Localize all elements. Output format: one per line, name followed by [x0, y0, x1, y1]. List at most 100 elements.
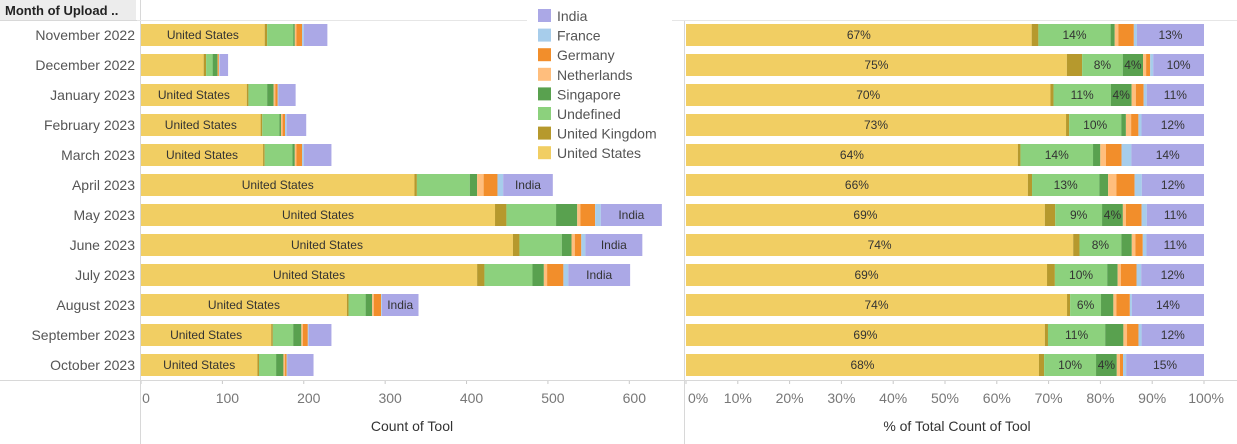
bar-segment-united-kingdom-january-2023[interactable]	[1050, 84, 1054, 106]
bar-segment-undefined-january-2023[interactable]	[248, 84, 268, 106]
bar-segment-united-kingdom-october-2023[interactable]	[257, 354, 260, 376]
bar-segment-united-kingdom-september-2023[interactable]	[271, 324, 273, 346]
bar-segment-india-march-2023[interactable]	[1131, 144, 1204, 166]
bar-segment-france-september-2023[interactable]	[1138, 324, 1142, 346]
legend-item-france[interactable]: France	[538, 28, 601, 44]
bar-segment-germany-november-2022[interactable]	[296, 24, 303, 46]
bar-segment-france-august-2023[interactable]	[1129, 294, 1132, 316]
bar-segment-united-kingdom-may-2023[interactable]	[1044, 204, 1056, 226]
bar-segment-netherlands-september-2023[interactable]	[301, 324, 303, 346]
bar-segment-germany-august-2023[interactable]	[1116, 294, 1130, 316]
bar-segment-india-october-2023[interactable]	[1126, 354, 1204, 376]
bar-segment-singapore-december-2022[interactable]	[212, 54, 218, 76]
bar-segment-united-states-may-2023[interactable]	[686, 204, 1045, 226]
bar-segment-india-april-2023[interactable]	[503, 174, 553, 196]
bar-segment-undefined-september-2023[interactable]	[1047, 324, 1106, 346]
bar-segment-united-kingdom-june-2023[interactable]	[1073, 234, 1080, 256]
bar-segment-undefined-august-2023[interactable]	[1070, 294, 1102, 316]
bar-segment-netherlands-june-2023[interactable]	[571, 234, 575, 256]
bar-segment-netherlands-november-2022[interactable]	[294, 24, 297, 46]
bar-segment-india-september-2023[interactable]	[308, 324, 332, 346]
bar-segment-france-june-2023[interactable]	[581, 234, 586, 256]
bar-segment-france-june-2023[interactable]	[1142, 234, 1147, 256]
bar-segment-undefined-may-2023[interactable]	[1055, 204, 1103, 226]
bar-segment-united-kingdom-august-2023[interactable]	[1067, 294, 1071, 316]
bar-segment-united-kingdom-may-2023[interactable]	[495, 204, 507, 226]
bar-segment-netherlands-march-2023[interactable]	[294, 144, 297, 166]
bar-segment-united-kingdom-july-2023[interactable]	[1047, 264, 1055, 286]
bar-segment-singapore-december-2022[interactable]	[1122, 54, 1144, 76]
bar-segment-undefined-june-2023[interactable]	[1079, 234, 1122, 256]
bar-segment-united-states-july-2023[interactable]	[141, 264, 478, 286]
bar-segment-germany-april-2023[interactable]	[1116, 174, 1135, 196]
bar-segment-netherlands-april-2023[interactable]	[477, 174, 484, 196]
bar-segment-singapore-may-2023[interactable]	[1102, 204, 1123, 226]
bar-segment-india-february-2023[interactable]	[286, 114, 307, 136]
bar-segment-singapore-february-2023[interactable]	[279, 114, 281, 136]
bar-segment-singapore-july-2023[interactable]	[532, 264, 544, 286]
bar-segment-germany-june-2023[interactable]	[1135, 234, 1143, 256]
bar-segment-united-kingdom-august-2023[interactable]	[346, 294, 349, 316]
bar-segment-france-january-2023[interactable]	[277, 84, 279, 106]
bar-segment-united-states-april-2023[interactable]	[686, 174, 1028, 196]
bar-segment-singapore-june-2023[interactable]	[1121, 234, 1132, 256]
bar-segment-united-kingdom-april-2023[interactable]	[414, 174, 417, 196]
bar-segment-germany-february-2023[interactable]	[282, 114, 286, 136]
bar-segment-germany-july-2023[interactable]	[547, 264, 564, 286]
bar-segment-netherlands-january-2023[interactable]	[273, 84, 276, 106]
bar-segment-india-july-2023[interactable]	[568, 264, 631, 286]
bar-segment-singapore-june-2023[interactable]	[561, 234, 572, 256]
bar-segment-india-august-2023[interactable]	[1131, 294, 1204, 316]
bar-segment-india-august-2023[interactable]	[381, 294, 419, 316]
bar-segment-netherlands-october-2023[interactable]	[1116, 354, 1120, 376]
bar-segment-netherlands-june-2023[interactable]	[1131, 234, 1136, 256]
bar-segment-singapore-january-2023[interactable]	[1110, 84, 1132, 106]
bar-segment-germany-may-2023[interactable]	[580, 204, 596, 226]
bar-segment-netherlands-december-2022[interactable]	[1143, 54, 1147, 76]
bar-segment-netherlands-april-2023[interactable]	[1108, 174, 1117, 196]
bar-segment-undefined-november-2022[interactable]	[267, 24, 294, 46]
bar-segment-india-december-2022[interactable]	[1153, 54, 1204, 76]
legend-item-germany[interactable]: Germany	[538, 47, 615, 63]
bar-segment-united-kingdom-september-2023[interactable]	[1044, 324, 1048, 346]
bar-segment-united-states-september-2023[interactable]	[141, 324, 272, 346]
bar-segment-france-october-2023[interactable]	[1123, 354, 1127, 376]
bar-segment-france-march-2023[interactable]	[1121, 144, 1132, 166]
bar-segment-united-kingdom-march-2023[interactable]	[263, 144, 265, 166]
bar-segment-india-february-2023[interactable]	[1141, 114, 1204, 136]
bar-segment-india-october-2023[interactable]	[287, 354, 314, 376]
bar-segment-undefined-january-2023[interactable]	[1053, 84, 1111, 106]
bar-segment-germany-march-2023[interactable]	[1106, 144, 1122, 166]
bar-segment-netherlands-january-2023[interactable]	[1131, 84, 1136, 106]
bar-segment-united-states-february-2023[interactable]	[141, 114, 261, 136]
bar-segment-france-november-2022[interactable]	[1133, 24, 1137, 46]
bar-segment-france-may-2023[interactable]	[595, 204, 601, 226]
bar-segment-undefined-september-2023[interactable]	[272, 324, 294, 346]
bar-segment-germany-october-2023[interactable]	[285, 354, 287, 376]
bar-segment-germany-september-2023[interactable]	[1127, 324, 1139, 346]
bar-segment-singapore-january-2023[interactable]	[267, 84, 274, 106]
bar-segment-united-states-october-2023[interactable]	[141, 354, 258, 376]
legend-item-india[interactable]: India	[538, 8, 588, 24]
bar-segment-united-states-may-2023[interactable]	[141, 204, 496, 226]
bar-segment-united-states-february-2023[interactable]	[686, 114, 1067, 136]
bar-segment-germany-december-2022[interactable]	[218, 54, 220, 76]
bar-segment-germany-november-2022[interactable]	[1118, 24, 1134, 46]
bar-segment-singapore-november-2022[interactable]	[293, 24, 295, 46]
bar-segment-india-january-2023[interactable]	[1146, 84, 1204, 106]
bar-segment-undefined-february-2023[interactable]	[1069, 114, 1122, 136]
bar-segment-france-february-2023[interactable]	[1138, 114, 1142, 136]
bar-segment-united-kingdom-march-2023[interactable]	[1017, 144, 1021, 166]
bar-segment-undefined-april-2023[interactable]	[416, 174, 470, 196]
bar-segment-india-april-2023[interactable]	[1141, 174, 1204, 196]
bar-segment-united-states-june-2023[interactable]	[686, 234, 1074, 256]
bar-segment-united-kingdom-february-2023[interactable]	[1066, 114, 1070, 136]
bar-segment-netherlands-may-2023[interactable]	[1122, 204, 1126, 226]
bar-segment-undefined-november-2022[interactable]	[1038, 24, 1111, 46]
bar-segment-singapore-april-2023[interactable]	[1099, 174, 1109, 196]
bar-segment-france-march-2023[interactable]	[302, 144, 304, 166]
bar-segment-france-december-2022[interactable]	[219, 54, 220, 76]
bar-segment-germany-august-2023[interactable]	[373, 294, 382, 316]
bar-segment-france-october-2023[interactable]	[286, 354, 288, 376]
bar-segment-netherlands-july-2023[interactable]	[543, 264, 548, 286]
